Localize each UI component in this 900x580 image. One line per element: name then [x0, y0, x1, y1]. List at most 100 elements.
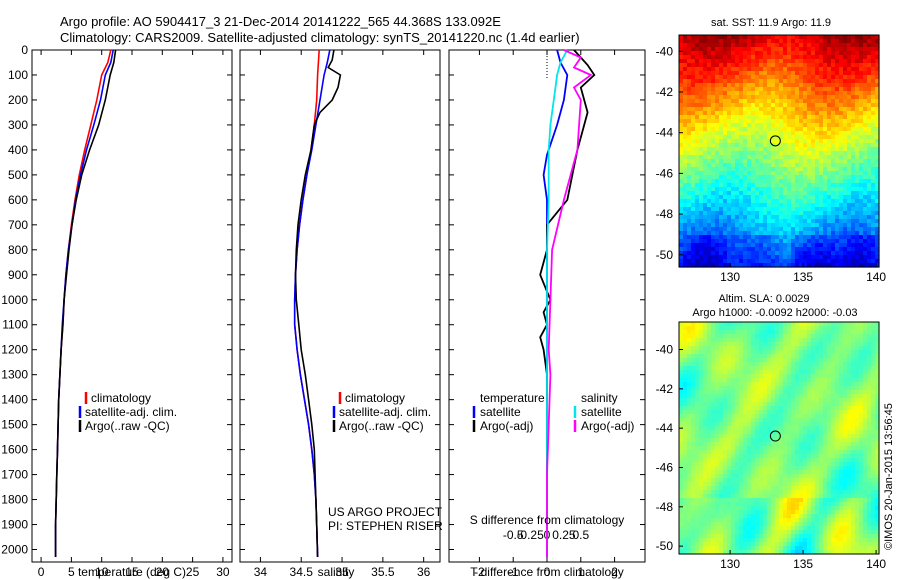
- map-cell: [747, 334, 752, 339]
- map-cell: [715, 187, 720, 192]
- map-cell: [871, 79, 876, 84]
- map-cell: [751, 135, 756, 140]
- map-cell: [803, 390, 808, 395]
- map-cell: [687, 51, 692, 56]
- map-cell: [691, 398, 696, 403]
- map-cell: [695, 143, 700, 148]
- map-cell: [863, 131, 868, 136]
- map-cell: [743, 167, 748, 172]
- map-cell: [867, 67, 872, 72]
- map-cell: [859, 115, 864, 120]
- map-cell: [695, 163, 700, 168]
- map-cell: [815, 127, 820, 132]
- map-cell: [711, 187, 716, 192]
- map-cell: [863, 71, 868, 76]
- map-cell: [827, 159, 832, 164]
- map-cell: [851, 91, 856, 96]
- map-cell: [855, 434, 860, 439]
- map-cell: [795, 378, 800, 383]
- map-cell: [875, 83, 880, 88]
- map-cell: [683, 442, 688, 447]
- map-cell: [867, 115, 872, 120]
- map-cell: [843, 386, 848, 391]
- map-cell: [827, 223, 832, 228]
- map-cell: [871, 243, 876, 248]
- map-cell: [811, 91, 816, 96]
- map-cell: [835, 263, 840, 268]
- map-cell: [859, 227, 864, 232]
- map-cell: [839, 402, 844, 407]
- map-cell: [799, 55, 804, 60]
- map-cell: [715, 43, 720, 48]
- map-cell: [847, 382, 852, 387]
- map-cell: [855, 219, 860, 224]
- map-cell: [739, 330, 744, 335]
- map-cell: [843, 322, 848, 327]
- map-cell: [711, 139, 716, 144]
- map-cell: [847, 342, 852, 347]
- map-cell: [763, 362, 768, 367]
- map-cell: [739, 155, 744, 160]
- map-cell: [771, 442, 776, 447]
- map-cell: [871, 386, 876, 391]
- map-cell: [747, 139, 752, 144]
- map-cell: [871, 171, 876, 176]
- map-cell: [707, 171, 712, 176]
- map-cell: [819, 426, 824, 431]
- map-cell: [687, 239, 692, 244]
- map-cell: [767, 131, 772, 136]
- map-cell: [847, 458, 852, 463]
- map-cell: [871, 394, 876, 399]
- map-cell: [863, 454, 868, 459]
- map-cell: [747, 243, 752, 248]
- map-cell: [755, 370, 760, 375]
- map-cell: [791, 51, 796, 56]
- map-cell: [847, 402, 852, 407]
- map-cell: [811, 426, 816, 431]
- map-cell: [739, 63, 744, 68]
- map-cell: [775, 223, 780, 228]
- map-cell: [815, 418, 820, 423]
- map-cell: [823, 438, 828, 443]
- map-cell: [803, 187, 808, 192]
- map-cell: [739, 358, 744, 363]
- map-cell: [723, 426, 728, 431]
- map-cell: [843, 43, 848, 48]
- map-cell: [875, 199, 880, 204]
- map-cell: [799, 259, 804, 264]
- map-cell: [791, 402, 796, 407]
- map-cell: [839, 43, 844, 48]
- map-cell: [795, 183, 800, 188]
- map-cell: [755, 322, 760, 327]
- map-cell: [791, 350, 796, 355]
- map-cell: [747, 107, 752, 112]
- map-cell: [795, 231, 800, 236]
- map-cell: [731, 430, 736, 435]
- map-cell: [723, 362, 728, 367]
- map-cell: [791, 187, 796, 192]
- map-cell: [779, 422, 784, 427]
- map-cell: [867, 330, 872, 335]
- map-cell: [691, 211, 696, 216]
- map-cell: [811, 191, 816, 196]
- map-cell: [735, 91, 740, 96]
- map-cell: [795, 111, 800, 116]
- map-cell: [859, 195, 864, 200]
- map-cell: [687, 334, 692, 339]
- map-cell: [859, 71, 864, 76]
- map-cell: [867, 111, 872, 116]
- map-cell: [727, 135, 732, 140]
- map-cell: [751, 426, 756, 431]
- map-cell: [699, 354, 704, 359]
- map-cell: [711, 358, 716, 363]
- map-cell: [807, 107, 812, 112]
- map-cell: [699, 79, 704, 84]
- map-cell: [831, 354, 836, 359]
- map-cell: [751, 251, 756, 256]
- map-cell: [799, 434, 804, 439]
- map-cell: [827, 155, 832, 160]
- map-cell: [859, 55, 864, 60]
- map-cell: [691, 175, 696, 180]
- map-cell: [795, 239, 800, 244]
- map-cell: [699, 139, 704, 144]
